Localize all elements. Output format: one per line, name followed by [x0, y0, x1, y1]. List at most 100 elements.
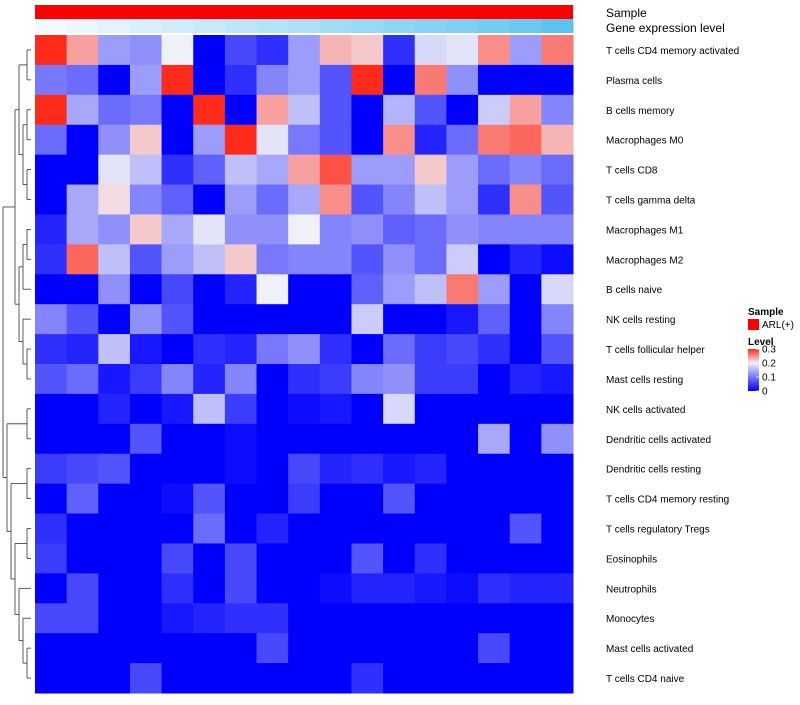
heatmap-cell	[319, 423, 352, 455]
annotation-label-gene-expression-level: Gene expression level	[606, 21, 725, 35]
heatmap-cell	[383, 304, 416, 335]
heatmap-cell	[383, 663, 416, 694]
heatmap-cell	[383, 483, 416, 515]
heatmap-cell	[35, 274, 68, 305]
heatmap-cell	[35, 663, 68, 694]
heatmap-cell	[161, 453, 194, 485]
heatmap-cell	[478, 304, 511, 335]
heatmap-cell	[509, 393, 542, 425]
heatmap-cell	[129, 483, 163, 515]
heatmap-cell	[193, 64, 226, 96]
heatmap-cell	[193, 393, 226, 425]
heatmap-cell	[541, 364, 574, 395]
legend-tick-label: 0.2	[762, 359, 776, 370]
heatmap-cell	[161, 393, 194, 425]
heatmap-cell	[98, 423, 131, 455]
heatmap-cell	[541, 214, 574, 245]
heatmap-cell	[224, 94, 258, 126]
heatmap-cell	[288, 364, 321, 395]
gene-expression-level-cell	[288, 19, 321, 33]
heatmap-cell	[509, 663, 542, 694]
row-labels: T cells CD4 memory activated Plasma cells…	[606, 46, 739, 685]
heatmap-cell	[319, 274, 352, 305]
heatmap-cell	[509, 453, 542, 485]
heatmap-cell	[383, 214, 416, 245]
heatmap-cell	[35, 573, 68, 604]
heatmap-cell	[319, 633, 352, 664]
heatmap-cell	[383, 423, 416, 455]
row-label: NK cells activated	[606, 405, 685, 416]
heatmap-cell	[351, 334, 384, 365]
heatmap-cell	[383, 94, 416, 126]
column-annotation-labels: Sample Gene expression level	[606, 6, 725, 35]
legend-level-title: Level	[748, 337, 774, 348]
legend-sample-entry: ARL(+)	[762, 320, 794, 331]
heatmap-cell	[161, 35, 194, 66]
row-label: B cells naive	[606, 285, 663, 296]
heatmap-cell	[541, 124, 574, 156]
heatmap-cell	[509, 423, 542, 455]
heatmap-cell	[66, 573, 99, 604]
heatmap-cell	[256, 513, 289, 544]
heatmap-cell	[414, 304, 447, 335]
heatmap-cell	[35, 603, 68, 634]
heatmap-cell	[193, 184, 226, 215]
heatmap-cell	[509, 244, 542, 275]
heatmap-cell	[541, 423, 574, 455]
heatmap-cell	[224, 214, 258, 245]
heatmap-cell	[414, 124, 447, 156]
heatmap-cell	[35, 214, 68, 245]
heatmap-cell	[541, 483, 574, 515]
heatmap-cell	[224, 274, 258, 305]
heatmap-cell	[319, 573, 352, 604]
heatmap-cell	[446, 453, 479, 485]
heatmap-cell	[224, 393, 258, 425]
gene-expression-level-cell	[351, 19, 384, 33]
heatmap-cell	[224, 663, 258, 694]
heatmap-cell	[288, 64, 321, 96]
heatmap-cell	[509, 633, 542, 664]
heatmap-cell	[129, 304, 163, 335]
heatmap-cell	[98, 483, 131, 515]
heatmap-cell	[351, 184, 384, 215]
heatmap-cell	[509, 304, 542, 335]
heatmap-cell	[478, 663, 511, 694]
heatmap-cell	[319, 184, 352, 215]
heatmap-cell	[193, 304, 226, 335]
heatmap-cell	[129, 633, 163, 664]
row-label: Macrophages M1	[606, 225, 684, 236]
gene-expression-level-cell	[224, 19, 258, 33]
heatmap-cell	[66, 364, 99, 395]
heatmap-cell	[446, 274, 479, 305]
heatmap-cell	[541, 35, 574, 66]
heatmap-cell	[414, 184, 447, 215]
heatmap-cell	[446, 304, 479, 335]
heatmap-cell	[478, 94, 511, 126]
heatmap-cell	[319, 663, 352, 694]
heatmap-cell	[193, 274, 226, 305]
heatmap-cell	[478, 633, 511, 664]
heatmap-cell	[161, 94, 194, 126]
heatmap-cell	[414, 393, 447, 425]
heatmap-cell	[541, 304, 574, 335]
heatmap-cell	[414, 633, 447, 664]
row-label: Macrophages M0	[606, 136, 684, 147]
heatmap-cell	[351, 35, 384, 66]
heatmap-cell	[509, 64, 542, 96]
heatmap-cell	[161, 633, 194, 664]
heatmap-cell	[351, 304, 384, 335]
heatmap-cell	[351, 393, 384, 425]
heatmap-cell	[541, 154, 574, 186]
gene-expression-level-cell	[256, 19, 289, 33]
heatmap-cell	[98, 244, 131, 275]
heatmap-cell	[541, 184, 574, 215]
heatmap-cell	[541, 334, 574, 365]
heatmap-cell	[66, 423, 99, 455]
heatmap-cell	[288, 483, 321, 515]
heatmap-cell	[161, 244, 194, 275]
gene-expression-level-cell	[35, 19, 68, 33]
heatmap-cell	[383, 244, 416, 275]
heatmap-cell	[193, 94, 226, 126]
heatmap-cell	[478, 393, 511, 425]
heatmap-cell	[66, 393, 99, 425]
